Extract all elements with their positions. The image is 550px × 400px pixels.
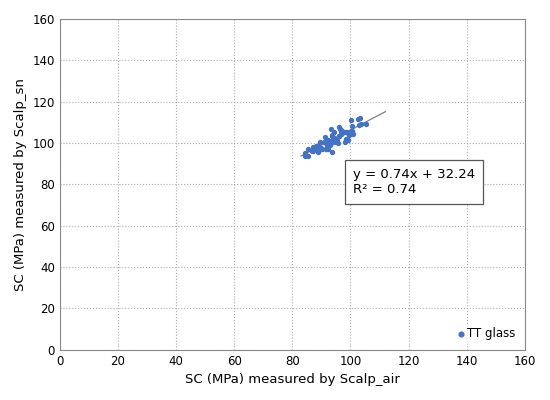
TT glass <box>344 132 353 138</box>
TT glass <box>337 130 345 137</box>
TT glass <box>348 123 357 130</box>
TT glass <box>328 133 337 139</box>
TT glass <box>324 138 333 145</box>
TT glass <box>303 146 312 152</box>
TT glass <box>300 150 309 156</box>
TT glass <box>333 140 342 147</box>
TT glass <box>312 143 321 149</box>
TT glass <box>323 141 332 147</box>
TT glass <box>315 147 323 154</box>
TT glass <box>309 148 317 154</box>
TT glass <box>336 126 344 132</box>
TT glass <box>326 142 334 148</box>
TT glass <box>343 137 352 144</box>
TT glass <box>327 126 336 132</box>
Text: y = 0.74x + 32.24
R² = 0.74: y = 0.74x + 32.24 R² = 0.74 <box>353 168 476 196</box>
TT glass <box>309 144 318 150</box>
TT glass <box>327 140 336 146</box>
TT glass <box>348 131 357 137</box>
TT glass <box>329 129 338 135</box>
TT glass <box>324 137 333 143</box>
TT glass <box>344 129 353 136</box>
TT glass <box>321 146 330 152</box>
TT glass <box>313 143 322 149</box>
TT glass <box>328 148 337 155</box>
TT glass <box>315 139 324 145</box>
TT glass <box>347 128 356 135</box>
TT glass <box>337 131 345 138</box>
TT glass <box>312 142 321 149</box>
TT glass <box>329 135 338 142</box>
TT glass <box>342 129 351 136</box>
TT glass <box>318 146 327 152</box>
TT glass <box>304 153 313 159</box>
TT glass <box>320 139 329 146</box>
TT glass <box>355 122 364 128</box>
TT glass <box>322 142 331 148</box>
TT glass <box>338 130 346 136</box>
TT glass <box>334 133 343 140</box>
TT glass <box>324 138 333 144</box>
TT glass <box>334 133 343 140</box>
TT glass <box>356 114 365 121</box>
TT glass <box>340 139 349 145</box>
TT glass <box>348 128 356 134</box>
Y-axis label: SC (MPa) measured by Scalp_sn: SC (MPa) measured by Scalp_sn <box>14 78 27 291</box>
X-axis label: SC (MPa) measured by Scalp_air: SC (MPa) measured by Scalp_air <box>185 373 400 386</box>
TT glass <box>337 126 346 133</box>
TT glass <box>346 117 355 123</box>
TT glass <box>324 139 333 146</box>
TT glass <box>322 140 331 146</box>
TT glass <box>314 149 323 155</box>
TT glass <box>353 116 362 122</box>
TT glass <box>337 128 345 134</box>
TT glass <box>357 121 366 127</box>
TT glass <box>321 134 329 140</box>
TT glass <box>345 128 354 135</box>
TT glass <box>322 146 331 152</box>
TT glass <box>361 121 370 127</box>
TT glass <box>328 136 337 142</box>
TT glass <box>331 136 340 142</box>
TT glass <box>317 144 326 151</box>
TT glass <box>308 148 317 154</box>
TT glass <box>335 124 344 130</box>
TT glass <box>327 138 336 144</box>
TT glass <box>337 128 346 134</box>
TT glass <box>331 139 339 145</box>
TT glass <box>342 136 350 142</box>
TT glass <box>328 132 337 138</box>
TT glass <box>324 146 333 152</box>
TT glass <box>310 144 319 151</box>
TT glass <box>333 137 342 144</box>
TT glass <box>301 153 310 159</box>
TT glass <box>339 129 348 135</box>
Legend: TT glass: TT glass <box>454 324 519 344</box>
